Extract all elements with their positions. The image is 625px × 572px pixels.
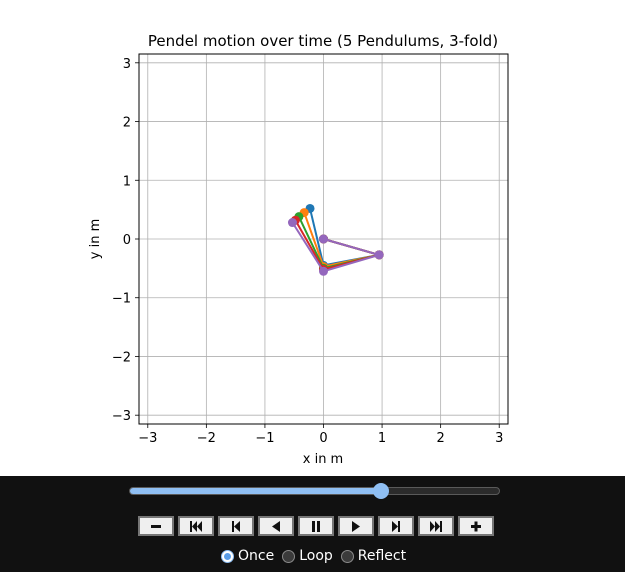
first-frame-button[interactable] xyxy=(178,516,214,536)
pause-button[interactable] xyxy=(298,516,334,536)
step-forward-icon xyxy=(389,520,403,533)
last-frame-button[interactable] xyxy=(418,516,454,536)
radio-label: Once xyxy=(238,548,275,564)
figure: Pendel motion over time (5 Pendulums, 3-… xyxy=(88,32,509,467)
y-tick-label: 2 xyxy=(123,116,131,131)
y-tick-label: 1 xyxy=(123,174,131,189)
radio-label: Loop xyxy=(299,548,333,564)
loop-mode-group: Once Loop Reflect xyxy=(221,547,414,565)
y-tick-label: −1 xyxy=(112,292,131,307)
slider-thumb[interactable] xyxy=(372,483,389,499)
minus-icon xyxy=(149,520,163,533)
pendulum-5-joint xyxy=(374,250,384,260)
increase-speed-button[interactable] xyxy=(458,516,494,536)
pause-icon xyxy=(309,520,323,533)
pendulum-5-joint xyxy=(287,218,297,228)
radio-button[interactable] xyxy=(282,549,296,563)
chart-title: Pendel motion over time (5 Pendulums, 3-… xyxy=(148,32,498,50)
play-button[interactable] xyxy=(338,516,374,536)
decrease-speed-button[interactable] xyxy=(138,516,174,536)
radio-button[interactable] xyxy=(221,549,234,563)
y-tick-label: 0 xyxy=(123,233,131,248)
plus-icon xyxy=(469,520,483,533)
pendulum-chart: Pendel motion over time (5 Pendulums, 3-… xyxy=(88,32,509,467)
step-forward-button[interactable] xyxy=(378,516,414,536)
frame-slider[interactable] xyxy=(129,483,500,499)
pendulum-5-joint xyxy=(319,266,328,276)
x-tick-label: −2 xyxy=(197,431,216,446)
skip-to-end-icon xyxy=(429,520,443,533)
x-tick-label: 1 xyxy=(378,431,386,446)
play-reverse-button[interactable] xyxy=(258,516,294,536)
pendulum-line-5 xyxy=(291,222,381,273)
x-tick-label: −1 xyxy=(255,431,274,446)
slider-fill xyxy=(130,488,381,494)
y-tick-label: −2 xyxy=(112,350,131,365)
x-tick-label: −3 xyxy=(138,431,157,446)
grid xyxy=(139,54,508,424)
y-tick-label: −3 xyxy=(112,409,131,424)
pendulum-5-joint xyxy=(319,234,328,244)
series-group xyxy=(287,203,384,276)
skip-to-start-icon xyxy=(189,520,203,533)
x-tick-label: 3 xyxy=(495,431,503,446)
mode-once[interactable]: Once xyxy=(221,548,274,564)
ticks: −3 −3 −2 −2 −1 −1 0 0 1 1 2 2 3 3 xyxy=(112,57,504,446)
play-reverse-icon xyxy=(269,520,283,533)
mode-reflect[interactable]: Reflect xyxy=(340,548,407,564)
step-back-button[interactable] xyxy=(218,516,254,536)
playback-buttons xyxy=(138,516,498,536)
play-icon xyxy=(349,520,363,533)
y-tick-label: 3 xyxy=(123,57,131,72)
x-tick-label: 0 xyxy=(319,431,327,446)
step-back-icon xyxy=(229,520,243,533)
x-tick-label: 2 xyxy=(437,431,445,446)
y-axis-label: y in m xyxy=(88,219,103,259)
radio-label: Reflect xyxy=(357,548,407,564)
mode-loop[interactable]: Loop xyxy=(282,548,333,564)
x-axis-label: x in m xyxy=(303,452,343,467)
radio-button[interactable] xyxy=(340,549,354,563)
